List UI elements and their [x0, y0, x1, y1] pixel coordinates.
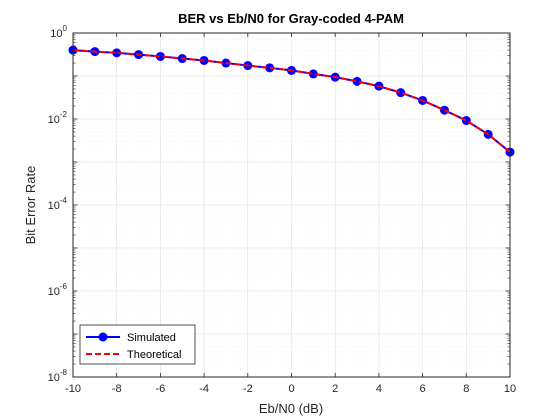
x-tick-label: 4 — [376, 383, 382, 395]
x-tick-label: 6 — [420, 383, 426, 395]
legend-simulated-label: Simulated — [127, 332, 176, 344]
y-tick-label-base: 10 — [48, 372, 60, 384]
y-tick-label: 10-2 — [48, 110, 68, 126]
chart-title: BER vs Eb/N0 for Gray-coded 4-PAM — [178, 11, 404, 26]
y-tick-label-base: 10 — [48, 114, 60, 126]
x-tick-label: -10 — [65, 383, 81, 395]
legend: Simulated Theoretical — [79, 324, 196, 365]
simulated-data-point — [112, 48, 122, 58]
y-tick-label: 10-6 — [48, 282, 68, 298]
simulated-data-point — [265, 63, 275, 73]
y-tick-label: 10-4 — [48, 196, 68, 212]
x-tick-label: 2 — [332, 383, 338, 395]
y-tick-label-exponent: -6 — [60, 282, 68, 291]
x-tick-label: -8 — [112, 383, 122, 395]
legend-box — [79, 324, 196, 365]
x-tick-label: -4 — [199, 383, 209, 395]
x-tick-label: -6 — [156, 383, 166, 395]
legend-simulated-marker — [98, 332, 108, 342]
simulated-data-point — [352, 76, 362, 86]
x-tick-label: -2 — [243, 383, 253, 395]
y-tick-label-exponent: -2 — [60, 110, 68, 119]
simulated-data-point — [308, 69, 318, 79]
x-tick-label: 10 — [504, 383, 516, 395]
simulated-data-point — [396, 88, 406, 98]
y-tick-label: 10-8 — [48, 368, 68, 384]
x-axis-label: Eb/N0 (dB) — [259, 401, 323, 416]
x-tick-label: 8 — [463, 383, 469, 395]
y-tick-label-exponent: -8 — [60, 368, 68, 377]
theoretical-series-line — [72, 49, 511, 153]
y-tick-label-base: 10 — [48, 286, 60, 298]
series-layer — [68, 45, 515, 157]
simulated-data-point — [155, 51, 165, 61]
y-tick-label-base: 10 — [50, 28, 62, 40]
y-axis-label: Bit Error Rate — [23, 166, 38, 245]
x-tick-label: 0 — [288, 383, 294, 395]
y-tick-label-exponent: 0 — [63, 24, 68, 33]
grid — [72, 32, 511, 378]
y-tick-label-base: 10 — [48, 200, 60, 212]
y-tick-label-exponent: -4 — [60, 196, 68, 205]
legend-theoretical-label: Theoretical — [127, 349, 181, 361]
y-tick-label: 100 — [50, 24, 67, 40]
